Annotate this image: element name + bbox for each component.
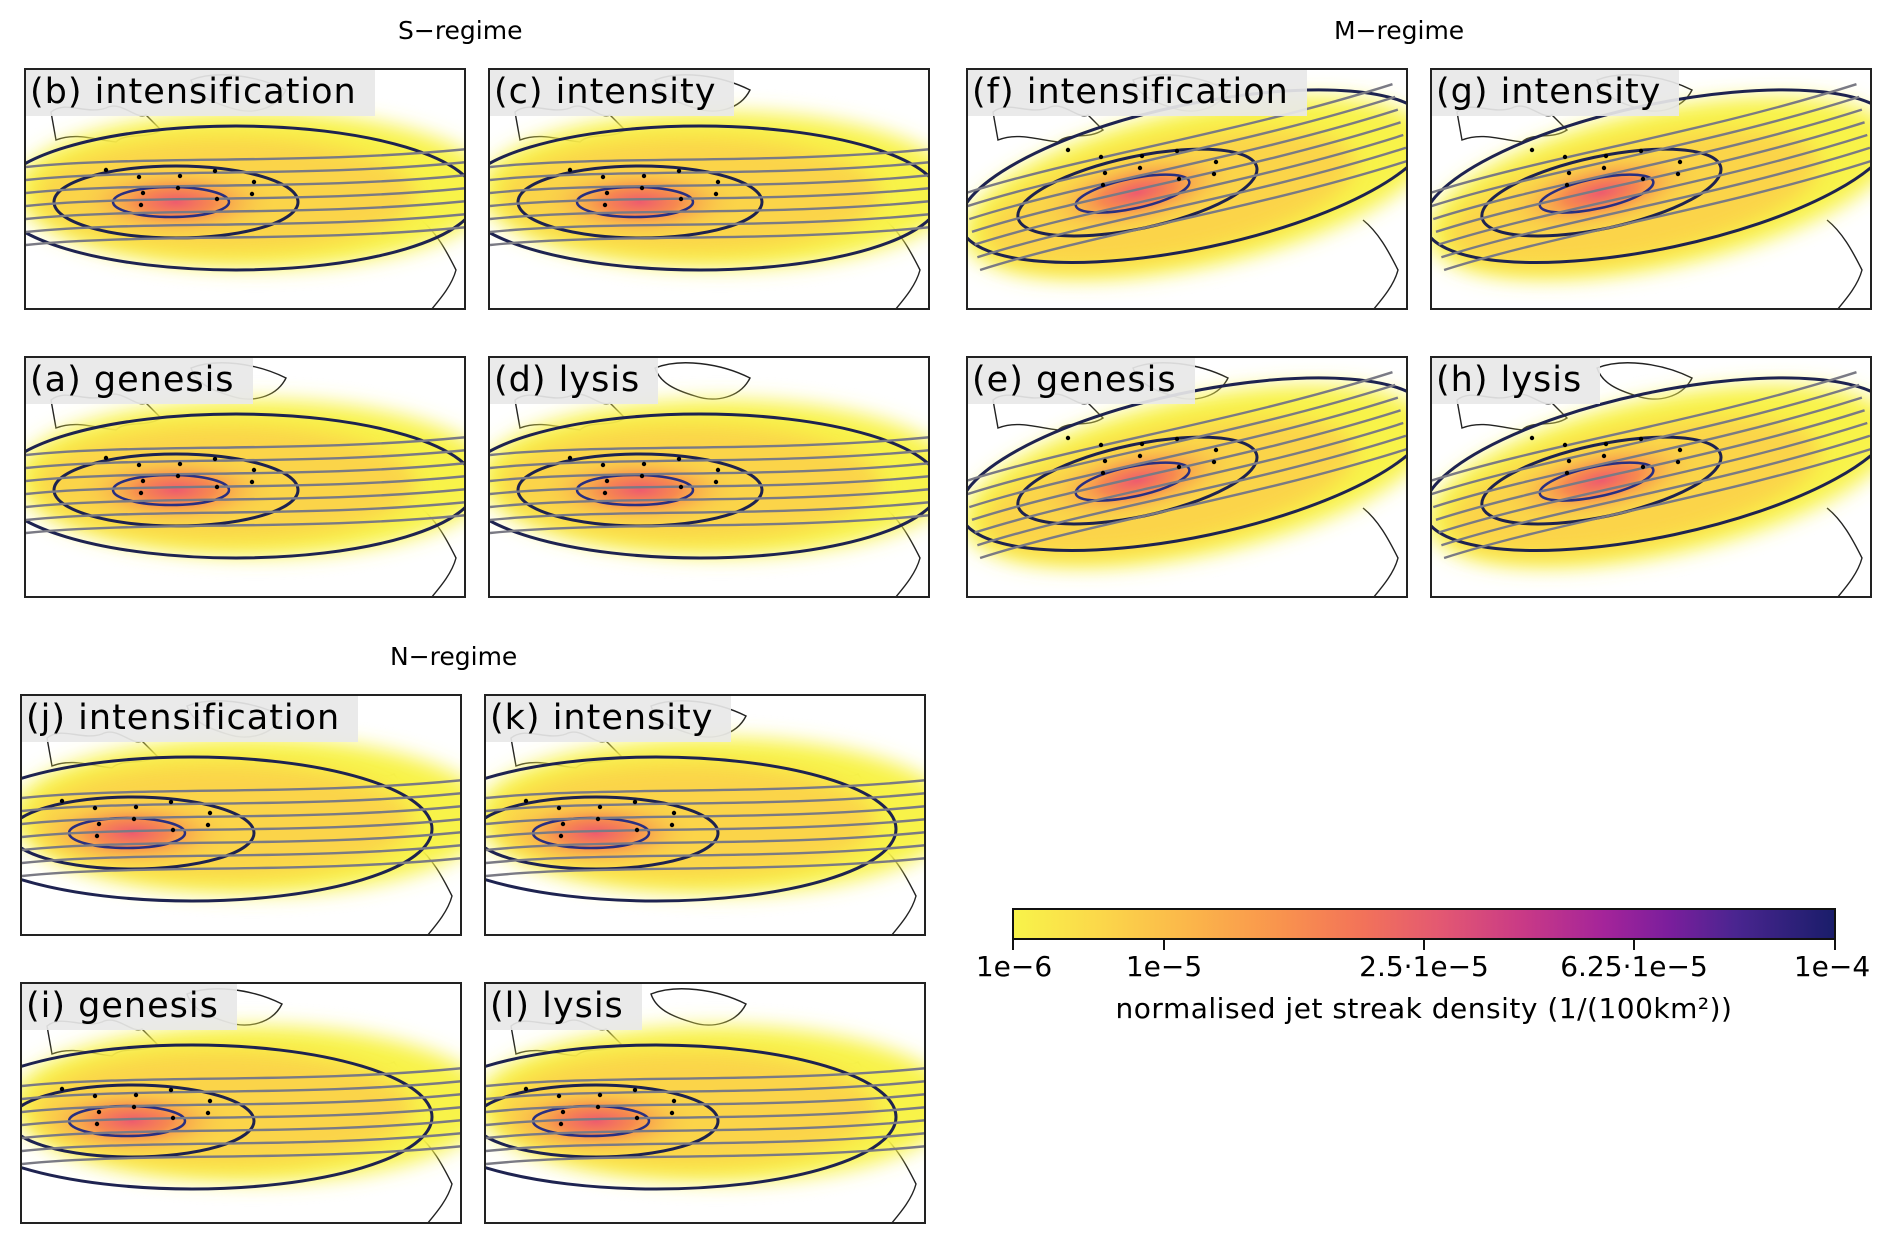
panel-j-intensification: (j) intensification bbox=[20, 694, 462, 936]
colorbar-tick bbox=[1163, 940, 1165, 950]
map-plot bbox=[490, 362, 928, 596]
m-regime-title: M−regime bbox=[1334, 16, 1465, 45]
wind-contours bbox=[490, 412, 928, 560]
colorbar-tick bbox=[1012, 940, 1014, 950]
wind-contours bbox=[26, 412, 464, 560]
density-shading bbox=[490, 112, 928, 268]
map-plot bbox=[486, 988, 924, 1222]
map-plot bbox=[22, 700, 460, 934]
density-shading bbox=[490, 400, 928, 556]
panel-f-intensification: (f) intensification bbox=[966, 68, 1408, 310]
panel-label: (d) lysis bbox=[490, 358, 659, 404]
map-plot bbox=[490, 74, 928, 308]
panel-b-intensification: (b) intensification bbox=[24, 68, 466, 310]
wind-contours bbox=[486, 1043, 924, 1191]
panel-label: (f) intensification bbox=[968, 70, 1307, 116]
map-plot bbox=[22, 988, 460, 1222]
event-points bbox=[1065, 147, 1219, 188]
event-points bbox=[103, 455, 257, 496]
wind-contours bbox=[22, 1043, 460, 1191]
wind-contours bbox=[1432, 83, 1870, 272]
panel-l-lysis: (l) lysis bbox=[484, 982, 926, 1224]
colorbar bbox=[1012, 908, 1836, 940]
panel-d-lysis: (d) lysis bbox=[488, 356, 930, 598]
panel-k-intensity: (k) intensity bbox=[484, 694, 926, 936]
event-points bbox=[1529, 435, 1683, 476]
panel-label: (i) genesis bbox=[22, 984, 237, 1030]
event-points bbox=[1065, 435, 1219, 476]
n-regime-title: N−regime bbox=[390, 642, 518, 671]
map-plot bbox=[1432, 74, 1870, 308]
panel-label: (a) genesis bbox=[26, 358, 253, 404]
colorbar-tick-label: 1e−5 bbox=[1125, 950, 1203, 983]
panel-label: (b) intensification bbox=[26, 70, 375, 116]
event-points bbox=[59, 798, 213, 839]
map-plot bbox=[26, 74, 464, 308]
map-plot bbox=[1432, 362, 1870, 596]
event-points bbox=[567, 455, 721, 496]
map-plot bbox=[26, 362, 464, 596]
event-points bbox=[103, 167, 257, 208]
event-points bbox=[523, 1086, 677, 1127]
panel-label: (h) lysis bbox=[1432, 358, 1601, 404]
map-plot bbox=[486, 700, 924, 934]
colorbar-tick bbox=[1633, 940, 1635, 950]
wind-contours bbox=[22, 755, 460, 903]
panel-e-genesis: (e) genesis bbox=[966, 356, 1408, 598]
panel-label: (g) intensity bbox=[1432, 70, 1680, 116]
colorbar-tick-label: 6.25·1e−5 bbox=[1560, 950, 1708, 983]
panel-h-lysis: (h) lysis bbox=[1430, 356, 1872, 598]
panel-label: (c) intensity bbox=[490, 70, 735, 116]
colorbar-tick bbox=[1423, 940, 1425, 950]
colorbar-tick-label: 1e−4 bbox=[1793, 950, 1871, 983]
density-shading bbox=[26, 112, 464, 268]
wind-contours bbox=[486, 755, 924, 903]
wind-contours bbox=[1432, 371, 1870, 560]
panel-label: (k) intensity bbox=[486, 696, 732, 742]
panel-label: (e) genesis bbox=[968, 358, 1195, 404]
colorbar-tick-label: 1e−6 bbox=[975, 950, 1053, 983]
panel-a-genesis: (a) genesis bbox=[24, 356, 466, 598]
panel-g-intensity: (g) intensity bbox=[1430, 68, 1872, 310]
wind-contours bbox=[490, 124, 928, 272]
panel-i-genesis: (i) genesis bbox=[20, 982, 462, 1224]
event-points bbox=[567, 167, 721, 208]
panel-label: (j) intensification bbox=[22, 696, 359, 742]
event-points bbox=[523, 798, 677, 839]
density-shading bbox=[26, 400, 464, 556]
event-points bbox=[59, 1086, 213, 1127]
colorbar-tick-label: 2.5·1e−5 bbox=[1359, 950, 1489, 983]
colorbar-tick bbox=[1834, 940, 1836, 950]
map-plot bbox=[968, 74, 1406, 308]
wind-contours bbox=[26, 124, 464, 272]
colorbar-label: normalised jet streak density (1/(100km²… bbox=[1115, 992, 1733, 1025]
event-points bbox=[1529, 147, 1683, 188]
s-regime-title: S−regime bbox=[398, 16, 523, 45]
panel-label: (l) lysis bbox=[486, 984, 642, 1030]
panel-c-intensity: (c) intensity bbox=[488, 68, 930, 310]
